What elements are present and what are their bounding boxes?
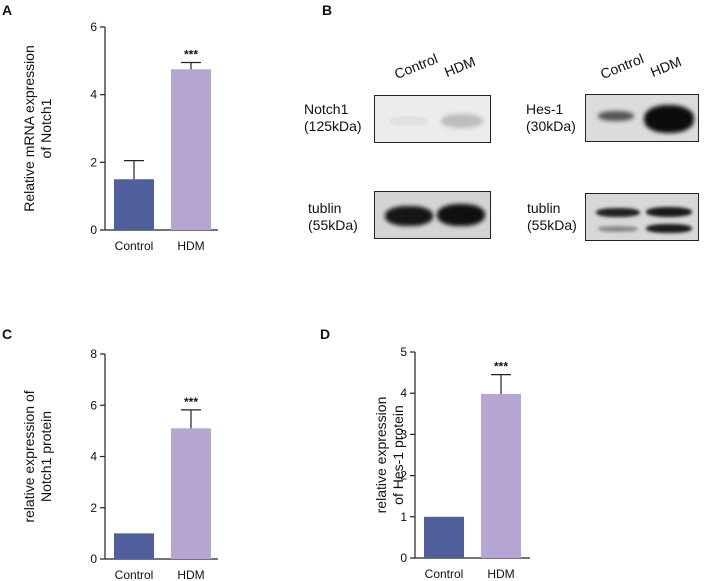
hes1-label: Hes-1 (30kDa) xyxy=(526,101,576,135)
lane-label-control-left: Control xyxy=(392,50,440,82)
chart-c-x-tick-label-hdm: HDM xyxy=(177,568,204,581)
tublin-left-band-control xyxy=(385,206,433,226)
chart-d-y-axis-label: relative expression xyxy=(373,397,389,514)
chart-c-bar-control xyxy=(114,533,154,559)
tublin-left-name: tublin xyxy=(308,200,342,216)
chart-a-y-axis-label: of Notch1 xyxy=(38,98,54,158)
panel-letter-b: B xyxy=(322,2,333,18)
chart-a-mrna-notch1: 0 2 4 6 Relative mRNA expression of Notch1 Con… xyxy=(21,20,218,253)
chart-c-bar-hdm xyxy=(171,428,211,559)
tublin-left-band-hdm xyxy=(437,204,485,226)
chart-d-y-tick-label: 5 xyxy=(400,345,407,359)
panel-letter-c: C xyxy=(2,326,13,342)
chart-a-y-tick-label: 0 xyxy=(90,223,97,237)
hes1-name: Hes-1 xyxy=(526,101,564,117)
chart-d-x-tick-label-control: Control xyxy=(425,567,464,581)
notch1-band-control xyxy=(389,116,429,126)
tublin-right-band-control-lower xyxy=(598,226,638,232)
chart-a-y-axis-label: Relative mRNA expression xyxy=(21,45,37,212)
panel-letter-a: A xyxy=(2,2,13,18)
lane-label-hdm-left: HDM xyxy=(442,53,478,80)
tublin-right-band-hdm-upper xyxy=(646,207,692,217)
notch1-blot xyxy=(374,95,491,143)
chart-a-x-tick-label-control: Control xyxy=(115,239,154,253)
tublin-left-label: tublin (55kDa) xyxy=(308,200,358,234)
chart-a-significance-hdm: *** xyxy=(184,48,198,62)
chart-d-bar-hdm xyxy=(481,394,521,558)
chart-c-y-tick-label: 2 xyxy=(90,501,97,515)
tublin-right-blot xyxy=(585,193,699,241)
notch1-label: Notch1 (125kDa) xyxy=(304,101,362,135)
chart-d-x-tick-label-hdm: HDM xyxy=(487,567,514,581)
chart-c-notch1-protein: 0 2 4 6 8 relative expression of Notch1 protei… xyxy=(21,347,218,581)
chart-c-significance-hdm: *** xyxy=(184,395,198,409)
chart-a-bar-control xyxy=(114,179,154,230)
notch1-size: (125kDa) xyxy=(304,118,362,134)
tublin-right-name: tublin xyxy=(527,200,561,216)
tublin-right-size: (55kDa) xyxy=(527,217,577,233)
chart-a-y-tick-label: 6 xyxy=(90,20,97,34)
chart-d-y-tick-label: 3 xyxy=(400,427,407,441)
chart-d-y-tick-label: 2 xyxy=(400,469,407,483)
chart-c-y-tick-label: 8 xyxy=(90,347,97,361)
tublin-left-size: (55kDa) xyxy=(308,217,358,233)
chart-a-y-tick-label: 4 xyxy=(90,88,97,102)
panel-letter-d: D xyxy=(320,326,331,342)
chart-c-y-tick-label: 4 xyxy=(90,450,97,464)
chart-c-y-tick-label: 0 xyxy=(90,552,97,566)
tublin-right-band-control-upper xyxy=(596,208,640,217)
chart-d-y-axis-label: of Hes-1 protein xyxy=(390,405,406,505)
notch1-name: Notch1 xyxy=(304,101,349,117)
chart-d-y-tick-label: 4 xyxy=(400,386,407,400)
chart-a-y-tick-label: 2 xyxy=(90,155,97,169)
notch1-band-hdm xyxy=(441,114,483,128)
tublin-right-label: tublin (55kDa) xyxy=(527,200,577,234)
lane-label-hdm-right: HDM xyxy=(648,53,684,80)
chart-d-significance-hdm: *** xyxy=(494,360,508,374)
tublin-right-band-hdm-lower xyxy=(646,224,692,233)
chart-d-y-tick-label: 1 xyxy=(400,510,407,524)
chart-d-hes1-protein: 0 1 2 3 4 5 relative expression of Hes-1 protei… xyxy=(373,345,530,581)
chart-c-y-axis-label: relative expression of xyxy=(21,390,37,522)
tublin-left-blot xyxy=(374,191,491,239)
chart-c-x-tick-label-control: Control xyxy=(115,568,154,581)
chart-c-y-tick-label: 6 xyxy=(90,398,97,412)
chart-d-y-tick-label: 0 xyxy=(400,551,407,565)
hes1-size: (30kDa) xyxy=(526,118,576,134)
chart-a-bar-hdm xyxy=(171,69,211,231)
chart-a-x-tick-label-hdm: HDM xyxy=(177,239,204,253)
lane-label-control-right: Control xyxy=(598,50,646,82)
hes1-band-hdm xyxy=(644,105,694,133)
hes1-band-control xyxy=(598,111,634,121)
chart-d-bar-control xyxy=(424,516,464,558)
hes1-blot xyxy=(585,94,699,142)
chart-c-y-axis-label: Notch1 protein xyxy=(38,411,54,502)
